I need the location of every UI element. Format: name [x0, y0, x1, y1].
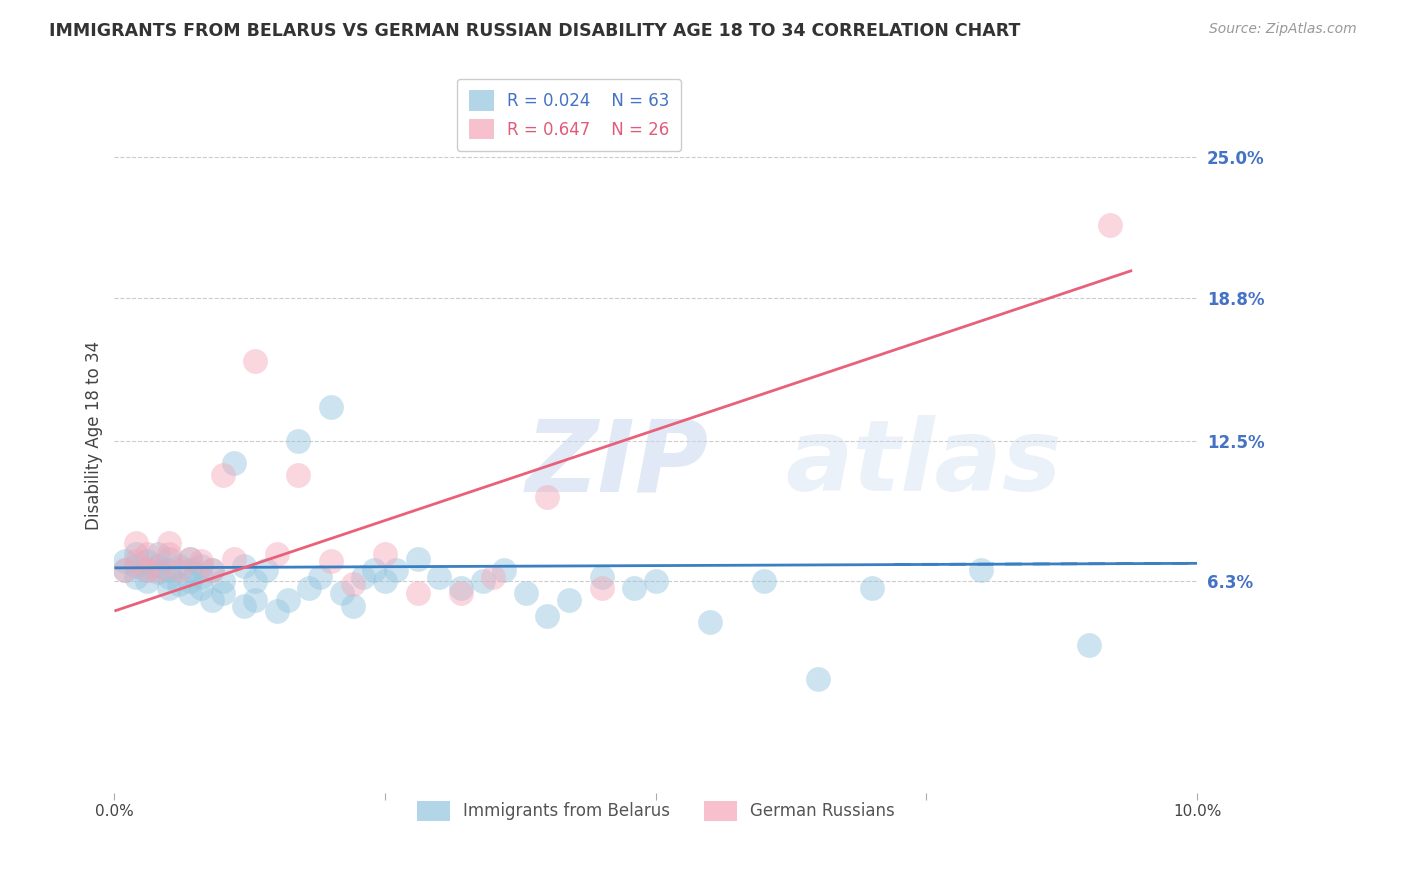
- Point: [591, 570, 613, 584]
- Point: [201, 592, 224, 607]
- Point: [374, 574, 396, 589]
- Point: [266, 604, 288, 618]
- Point: [135, 554, 157, 568]
- Point: [169, 558, 191, 573]
- Text: atlas: atlas: [786, 415, 1062, 512]
- Point: [179, 563, 201, 577]
- Point: [287, 467, 309, 482]
- Point: [623, 582, 645, 596]
- Point: [157, 582, 180, 596]
- Point: [309, 570, 332, 584]
- Point: [125, 570, 148, 584]
- Point: [179, 551, 201, 566]
- Point: [125, 547, 148, 561]
- Point: [427, 570, 450, 584]
- Text: Source: ZipAtlas.com: Source: ZipAtlas.com: [1209, 22, 1357, 37]
- Point: [1099, 218, 1122, 232]
- Point: [752, 574, 775, 589]
- Point: [406, 586, 429, 600]
- Point: [374, 547, 396, 561]
- Point: [277, 592, 299, 607]
- Y-axis label: Disability Age 18 to 34: Disability Age 18 to 34: [86, 341, 103, 530]
- Point: [319, 400, 342, 414]
- Point: [190, 582, 212, 596]
- Point: [114, 563, 136, 577]
- Text: IMMIGRANTS FROM BELARUS VS GERMAN RUSSIAN DISABILITY AGE 18 TO 34 CORRELATION CH: IMMIGRANTS FROM BELARUS VS GERMAN RUSSIA…: [49, 22, 1021, 40]
- Point: [211, 574, 233, 589]
- Point: [1077, 638, 1099, 652]
- Point: [699, 615, 721, 630]
- Point: [471, 574, 494, 589]
- Point: [146, 563, 169, 577]
- Point: [169, 563, 191, 577]
- Point: [243, 592, 266, 607]
- Point: [482, 570, 505, 584]
- Point: [146, 566, 169, 580]
- Point: [233, 558, 256, 573]
- Point: [450, 582, 472, 596]
- Point: [222, 457, 245, 471]
- Text: ZIP: ZIP: [526, 415, 709, 512]
- Point: [266, 547, 288, 561]
- Point: [385, 563, 408, 577]
- Point: [114, 563, 136, 577]
- Point: [146, 547, 169, 561]
- Point: [135, 574, 157, 589]
- Point: [222, 551, 245, 566]
- Point: [157, 547, 180, 561]
- Point: [114, 554, 136, 568]
- Point: [179, 586, 201, 600]
- Point: [146, 558, 169, 573]
- Point: [558, 592, 581, 607]
- Point: [157, 551, 180, 566]
- Point: [135, 563, 157, 577]
- Point: [515, 586, 537, 600]
- Point: [201, 563, 224, 577]
- Point: [536, 491, 558, 505]
- Point: [190, 558, 212, 573]
- Point: [135, 563, 157, 577]
- Point: [211, 467, 233, 482]
- Point: [190, 554, 212, 568]
- Point: [860, 582, 883, 596]
- Point: [201, 563, 224, 577]
- Point: [179, 574, 201, 589]
- Point: [254, 563, 277, 577]
- Point: [591, 582, 613, 596]
- Point: [243, 354, 266, 368]
- Point: [363, 563, 385, 577]
- Point: [287, 434, 309, 448]
- Point: [190, 570, 212, 584]
- Point: [125, 536, 148, 550]
- Legend: Immigrants from Belarus, German Russians: Immigrants from Belarus, German Russians: [404, 788, 908, 834]
- Point: [157, 570, 180, 584]
- Point: [807, 672, 830, 686]
- Point: [342, 576, 364, 591]
- Point: [125, 554, 148, 568]
- Point: [135, 547, 157, 561]
- Point: [233, 599, 256, 614]
- Point: [450, 586, 472, 600]
- Point: [536, 608, 558, 623]
- Point: [494, 563, 516, 577]
- Point: [125, 558, 148, 573]
- Point: [969, 563, 991, 577]
- Point: [298, 582, 321, 596]
- Point: [169, 576, 191, 591]
- Point: [330, 586, 353, 600]
- Point: [644, 574, 666, 589]
- Point: [157, 563, 180, 577]
- Point: [352, 570, 374, 584]
- Point: [179, 551, 201, 566]
- Point: [157, 536, 180, 550]
- Point: [211, 586, 233, 600]
- Point: [243, 574, 266, 589]
- Point: [406, 551, 429, 566]
- Point: [342, 599, 364, 614]
- Point: [319, 554, 342, 568]
